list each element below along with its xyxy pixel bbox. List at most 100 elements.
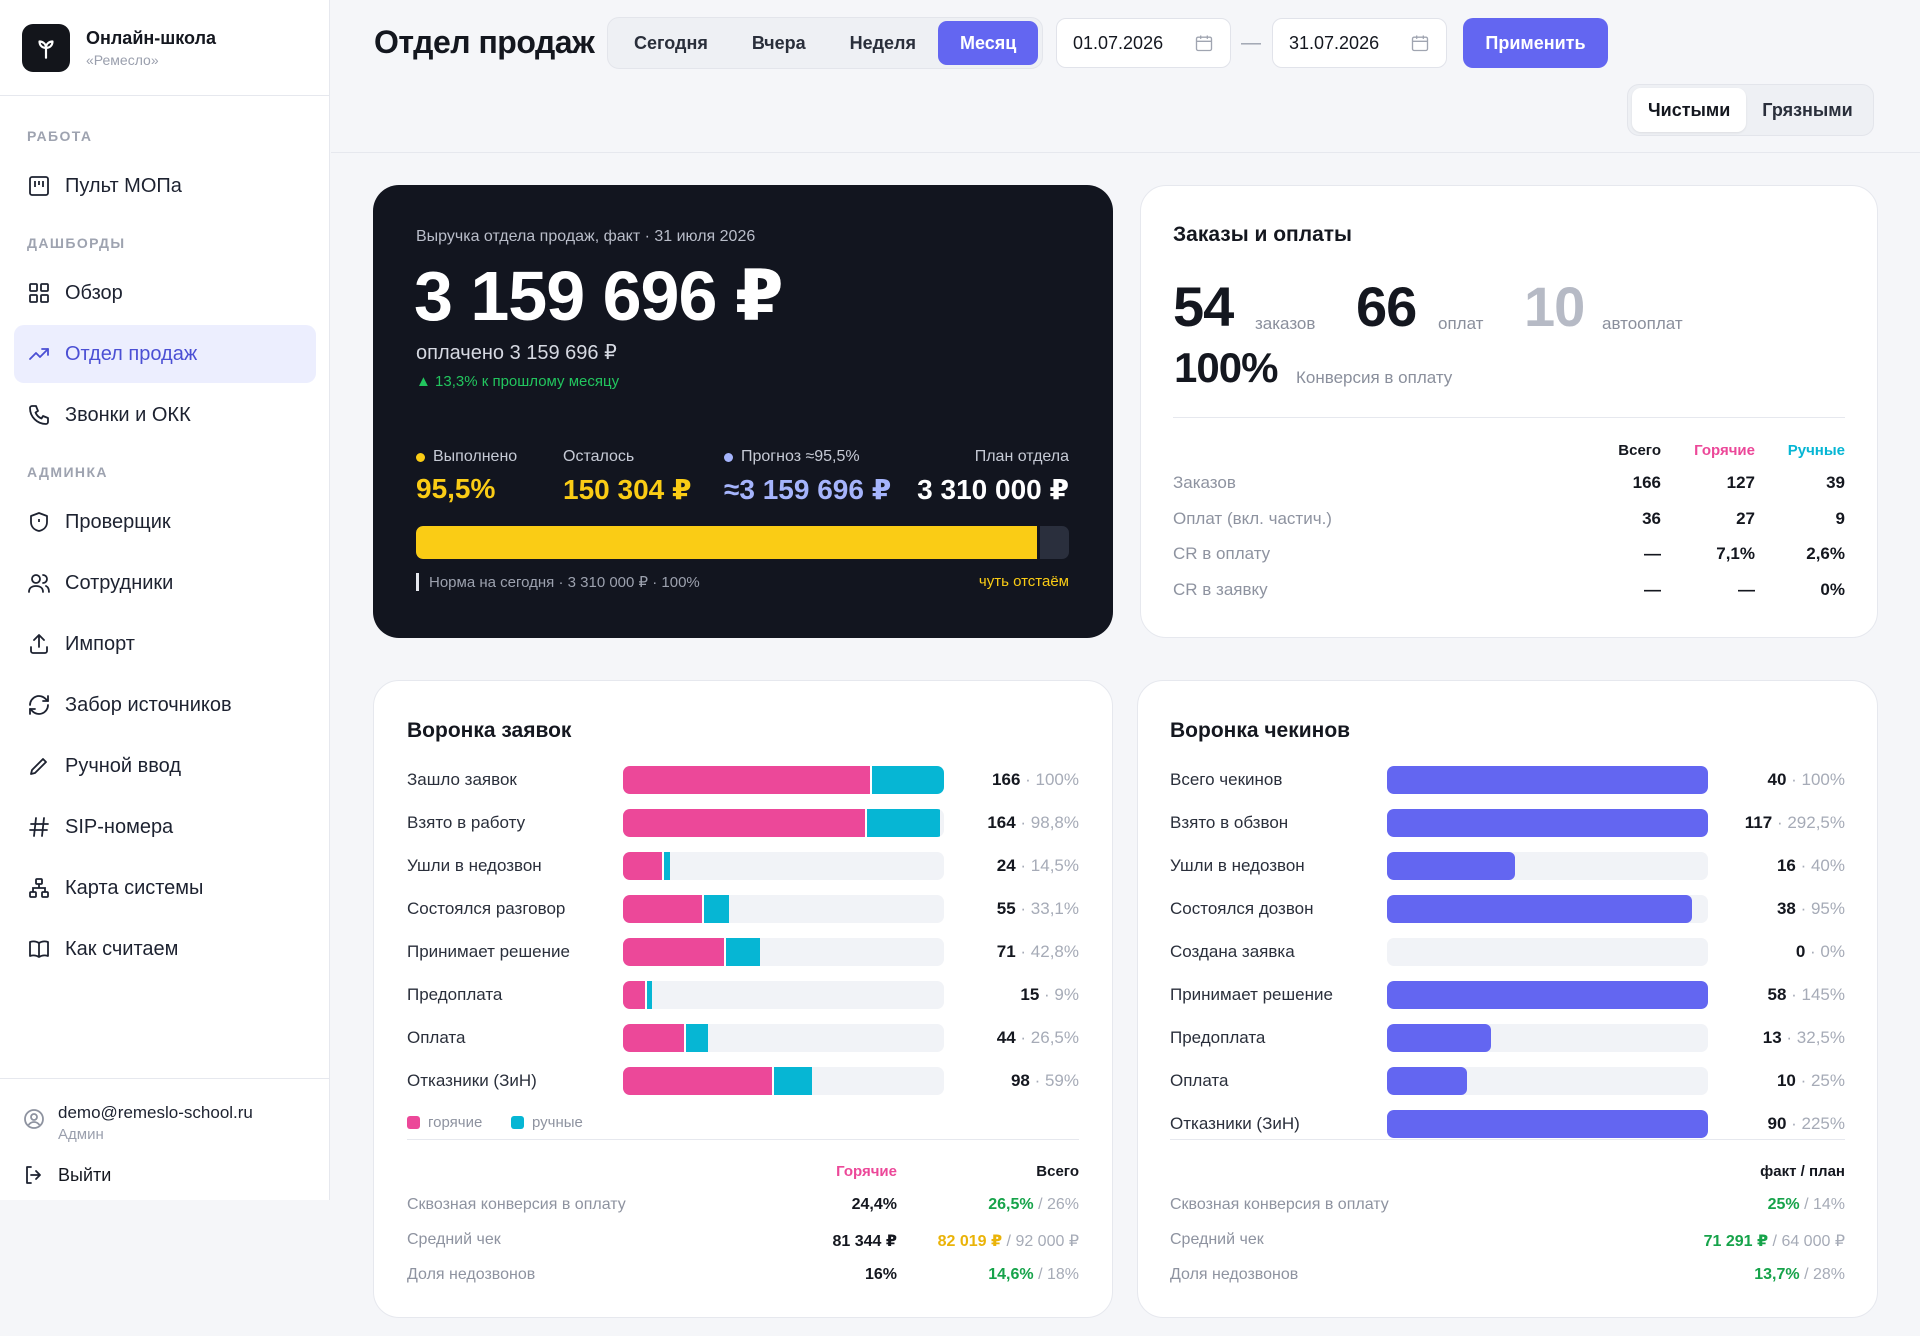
funnel-row-count: 24	[996, 856, 1016, 875]
funnel-row-value: 164 · 98,8%	[879, 813, 1079, 833]
brand-logo-icon	[22, 23, 70, 72]
sidebar-item-howto[interactable]: Как считаем	[14, 920, 316, 978]
summary-row-plan: / 14%	[1804, 1196, 1845, 1213]
period-yesterday[interactable]: Вчера	[751, 32, 806, 53]
sidebar-item-manual[interactable]: Ручной ввод	[14, 737, 316, 795]
sidebar-item-staff[interactable]: Сотрудники	[14, 554, 316, 612]
sidebar-item-import[interactable]: Импорт	[14, 615, 316, 673]
date-to-input[interactable]: 31.07.2026	[1272, 18, 1447, 68]
sidebar-item-label: SIP-номера	[65, 815, 174, 838]
funnel-row-value: 24 · 14,5%	[879, 856, 1079, 876]
period-week[interactable]: Неделя	[849, 32, 916, 53]
toggle-gross[interactable]: Грязными	[1762, 99, 1853, 120]
table-row-label: CR в оплату	[1173, 544, 1271, 563]
plan-value: 3 310 000 ₽	[917, 474, 1069, 505]
funnel-row-pct: 100%	[1801, 770, 1845, 789]
sidebar-item-calls[interactable]: Звонки и ОКК	[14, 386, 316, 444]
sidebar-item-overview[interactable]: Обзор	[14, 264, 316, 322]
book-icon	[29, 940, 49, 958]
brand[interactable]: Онлайн-школа «Ремесло»	[0, 0, 329, 96]
summary-row-hot: 16%	[864, 1266, 897, 1283]
sidebar-item-sales[interactable]: Отдел продаж	[14, 325, 316, 383]
user-avatar-icon	[24, 1109, 44, 1129]
summary-row-label: Доля недозвонов	[1170, 1266, 1299, 1283]
funnel-bar-track	[1387, 852, 1708, 880]
norm-text: Норма на сегодня · 3 310 000 ₽ · 100%	[416, 573, 700, 591]
summary-col-hot: Горячие	[836, 1163, 897, 1180]
net-gross-toggle: Чистыми Грязными	[1627, 84, 1874, 136]
funnel-bar-track	[623, 895, 944, 923]
date-range-dash: —	[1241, 32, 1261, 54]
plan-label: План отдела	[974, 448, 1069, 465]
funnel-bar-track	[623, 809, 944, 837]
logout-button[interactable]: Выйти	[22, 1163, 111, 1187]
table-cell-hot: 7,1%	[1716, 544, 1755, 563]
funnel-leads-card: Воронка заявок горячие ручные Горячие Вс…	[373, 680, 1113, 1318]
separator: ·	[1015, 1028, 1031, 1047]
funnel-row-count: 15	[1020, 985, 1040, 1004]
divider	[1170, 1139, 1845, 1140]
funnel-row-value: 13 · 32,5%	[1645, 1028, 1845, 1048]
funnel-row-value: 0 · 0%	[1645, 942, 1845, 962]
funnel-bar-fill	[1387, 1024, 1492, 1052]
payments-unit: оплат	[1438, 314, 1484, 333]
table-cell-hot: 27	[1736, 509, 1755, 528]
summary-row-factplan: 13,7% / 28%	[1754, 1266, 1845, 1284]
separator: ·	[1781, 1028, 1797, 1047]
period-month[interactable]: Месяц	[938, 21, 1039, 65]
funnel-row-pct: 26,5%	[1030, 1028, 1079, 1047]
sidebar-item-sources[interactable]: Забор источников	[14, 676, 316, 734]
separator: ·	[1039, 985, 1055, 1004]
left-label: Осталось	[563, 448, 635, 465]
sidebar-item-checker[interactable]: Проверщик	[14, 493, 316, 551]
revenue-progress-fill	[416, 526, 1040, 559]
period-today[interactable]: Сегодня	[634, 32, 708, 53]
separator: ·	[1795, 856, 1811, 875]
legend-hot-swatch	[407, 1116, 420, 1129]
page-title: Отдел продаж	[374, 24, 595, 60]
summary-row-plan: / 64 000 ₽	[1772, 1233, 1845, 1250]
brand-name: Онлайн-школа	[86, 27, 217, 48]
revenue-progress-bar	[416, 526, 1069, 559]
funnel-row-label: Создана заявка	[1170, 942, 1295, 961]
upload-icon	[30, 634, 48, 654]
funnel-bar-manual	[645, 981, 652, 1009]
apply-button[interactable]: Применить	[1463, 18, 1608, 68]
payments-count: 66	[1356, 275, 1417, 338]
orders-card: Заказы и оплаты 54 заказов 66 оплат 10 а…	[1140, 185, 1878, 638]
funnel-row-value: 38 · 95%	[1645, 899, 1845, 919]
legend-manual-label: ручные	[532, 1114, 583, 1131]
date-from-input[interactable]: 01.07.2026	[1056, 18, 1231, 68]
funnel-bar-manual	[661, 852, 670, 880]
summary-row-fact: 14,6%	[988, 1266, 1034, 1283]
funnel-bar-track	[1387, 1024, 1708, 1052]
summary-row-fact: 25%	[1767, 1196, 1800, 1213]
summary-row-fact: 71 291 ₽	[1703, 1233, 1769, 1250]
sidebar-item-sip[interactable]: SIP-номера	[14, 798, 316, 856]
sidebar-item-pult[interactable]: Пульт МОПа	[14, 157, 316, 215]
funnel-row-count: 0	[1795, 942, 1806, 961]
funnel-row-label: Взято в обзвон	[1170, 813, 1289, 832]
separator: ·	[1786, 985, 1802, 1004]
sidebar-item-map[interactable]: Карта системы	[14, 859, 316, 917]
sidebar-item-label: Проверщик	[65, 510, 171, 533]
funnel-bar-fill	[1387, 809, 1708, 837]
funnel-row-value: 98 · 59%	[879, 1071, 1079, 1091]
header: Отдел продаж Сегодня Вчера Неделя Месяц …	[331, 0, 1920, 153]
summary-row-factplan: 71 291 ₽ / 64 000 ₽	[1704, 1231, 1845, 1251]
summary-row-hot: 81 344 ₽	[832, 1233, 897, 1250]
summary-row-fact: 26,5%	[988, 1196, 1034, 1213]
funnel-row-value: 55 · 33,1%	[879, 899, 1079, 919]
user-profile[interactable]: demo@remeslo-school.ru Админ	[22, 1103, 253, 1143]
funnel-row-count: 16	[1776, 856, 1796, 875]
funnel-bar-hot	[623, 809, 866, 837]
funnel-bar-track	[623, 1024, 944, 1052]
separator: ·	[1772, 813, 1788, 832]
funnel-row-label: Оплата	[407, 1028, 466, 1047]
funnel-bar-hot	[623, 1067, 773, 1095]
separator: ·	[1015, 856, 1031, 875]
toggle-net[interactable]: Чистыми	[1632, 88, 1747, 132]
funnel-leads-title: Воронка заявок	[407, 719, 572, 742]
funnel-bar-fill	[1387, 1067, 1468, 1095]
revenue-amount: 3 159 696 ₽	[414, 257, 784, 335]
